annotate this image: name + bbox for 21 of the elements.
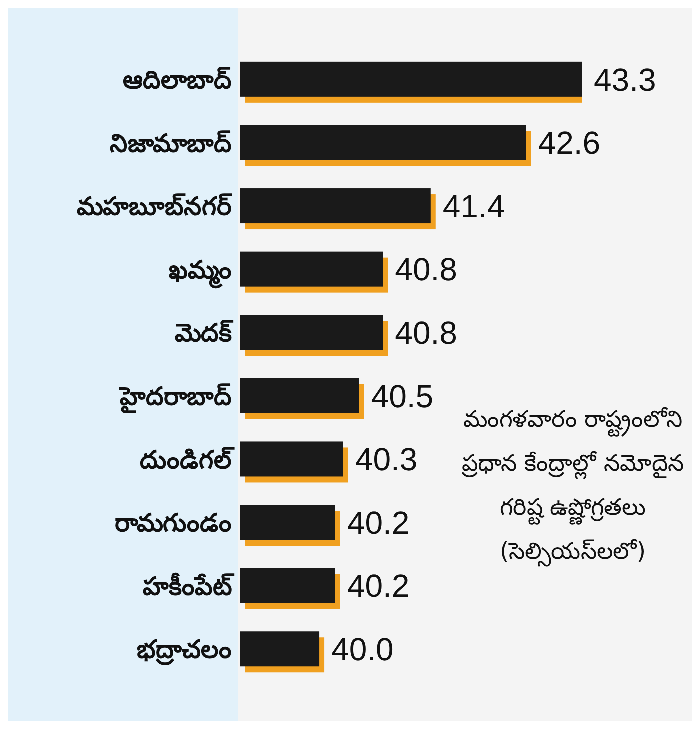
y-tick-label: హకీంపేట్ [143, 572, 235, 601]
data-label: 40.8 [395, 252, 458, 288]
data-label: 42.6 [538, 125, 601, 162]
y-tick-label: నిజామాబాద్ [110, 128, 232, 158]
data-label: 40.0 [332, 631, 394, 668]
annotation: మంగళవారం రాష్ట్రంలోని ప్రధాన కేంద్రాల్లో నమోదైన గరిష్ట ఉష్ణోగ్రతలు (సెల్సియస్‌లలో) [461, 406, 685, 569]
data-label: 40.8 [395, 314, 458, 351]
data-label: 41.4 [442, 188, 506, 224]
y-tick-label: రామగుండం [115, 508, 232, 538]
y-tick-label: ఆదిలాబాద్ [123, 66, 232, 95]
y-tick-label: హైదరాబాద్ [119, 382, 232, 414]
y-tick-label: మెదక్ [175, 318, 234, 348]
data-label: 40.2 [347, 504, 410, 541]
y-tick-label: ఖమ్మం [169, 255, 232, 290]
y-tick-label: దుండిగల్ [140, 445, 235, 474]
y-tick-label: భద్రాచలం [137, 635, 232, 666]
data-label: 40.5 [371, 378, 434, 414]
data-label: 40.2 [347, 568, 410, 604]
y-tick-label: మహబూబ్‌నగర్ [77, 192, 232, 222]
data-label: 40.3 [355, 442, 418, 478]
data-label: 43.3 [594, 62, 656, 98]
